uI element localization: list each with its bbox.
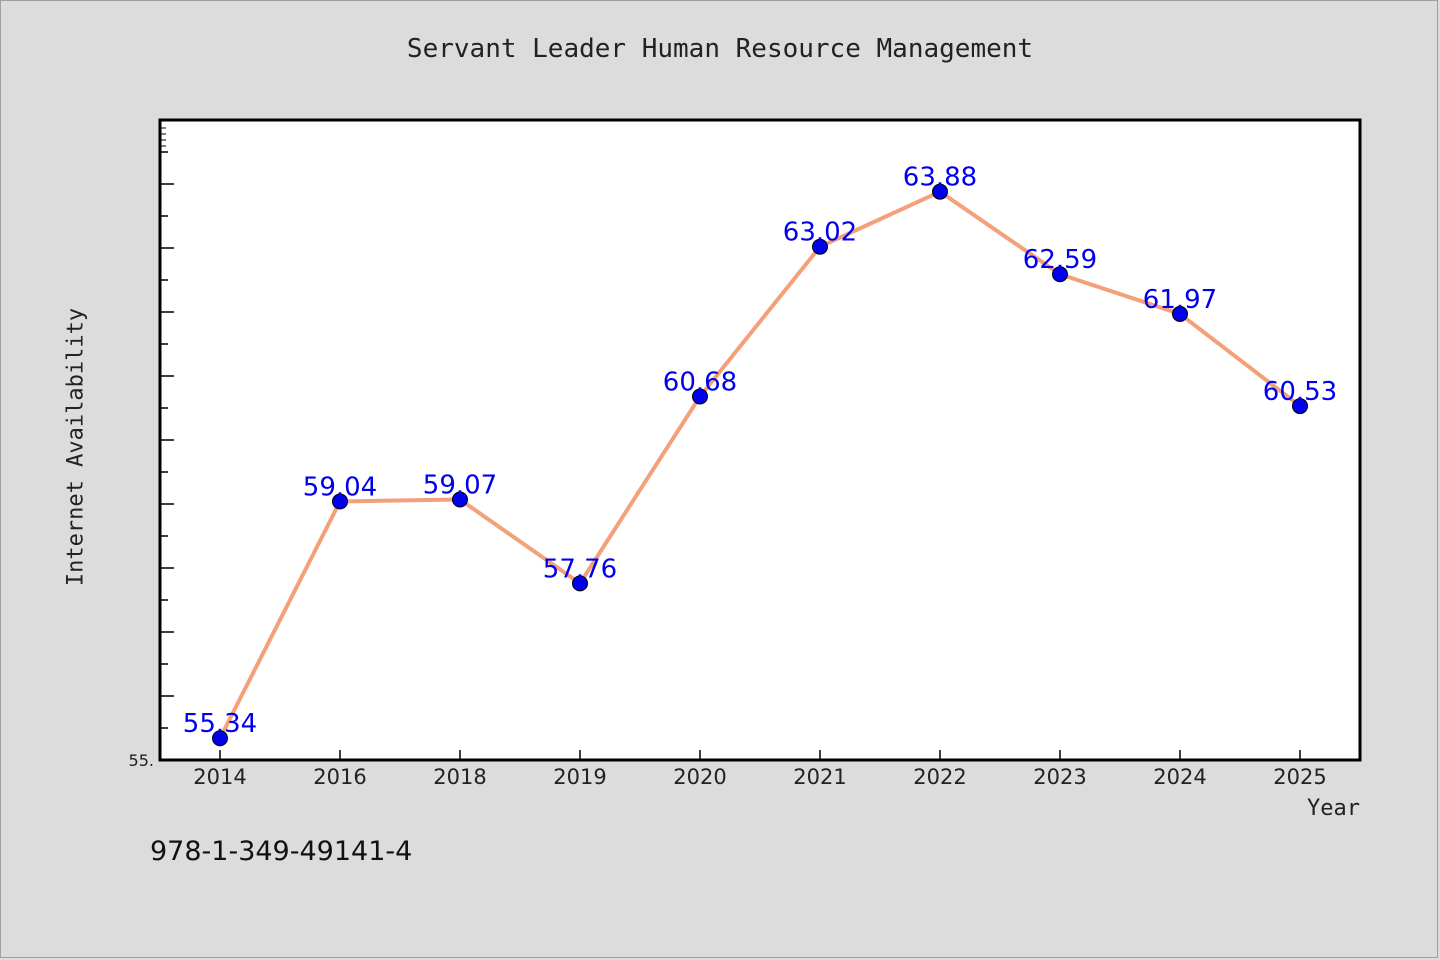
x-tick-label: 2018: [433, 765, 486, 789]
x-tick-label: 2020: [673, 765, 726, 789]
data-point: [572, 575, 588, 592]
data-label: 61.97: [1143, 285, 1217, 315]
data-label: 62.59: [1023, 245, 1097, 275]
x-tick-label: 2019: [553, 765, 606, 789]
data-label: 59.04: [303, 472, 377, 502]
data-point: [1172, 305, 1188, 322]
x-tick-label: 2014: [193, 765, 246, 789]
x-axis-label: Year: [1307, 796, 1360, 821]
data-label: 55.34: [183, 709, 257, 739]
x-tick-label: 2024: [1153, 765, 1206, 789]
data-point: [932, 183, 948, 200]
chart-title: Servant Leader Human Resource Management: [406, 34, 1034, 64]
data-point: [1292, 398, 1308, 415]
series-line: [218, 189, 1302, 740]
data-label: 60.53: [1263, 377, 1337, 407]
x-tick-label: 2023: [1033, 765, 1086, 789]
data-label: 59.07: [423, 471, 497, 501]
data-label: 57.76: [543, 554, 617, 584]
data-point: [692, 388, 708, 405]
y-tick-label: 55.: [129, 751, 154, 770]
x-tick-label: 2025: [1273, 765, 1326, 789]
data-point: [1052, 266, 1068, 283]
footer-isbn: 978-1-349-49141-4: [150, 836, 413, 867]
data-label: 63.02: [783, 218, 857, 248]
data-point: [332, 493, 348, 510]
data-point: [212, 730, 228, 747]
x-tick-label: 2016: [313, 765, 366, 789]
plot-frame: [158, 118, 1362, 762]
data-label: 63.88: [903, 163, 977, 193]
data-point: [812, 238, 828, 255]
y-axis-label: Internet Availability: [63, 307, 89, 587]
x-tick-label: 2022: [913, 765, 966, 789]
x-tick-label: 2021: [793, 765, 846, 789]
data-label: 60.68: [663, 367, 737, 397]
data-point: [452, 491, 468, 508]
